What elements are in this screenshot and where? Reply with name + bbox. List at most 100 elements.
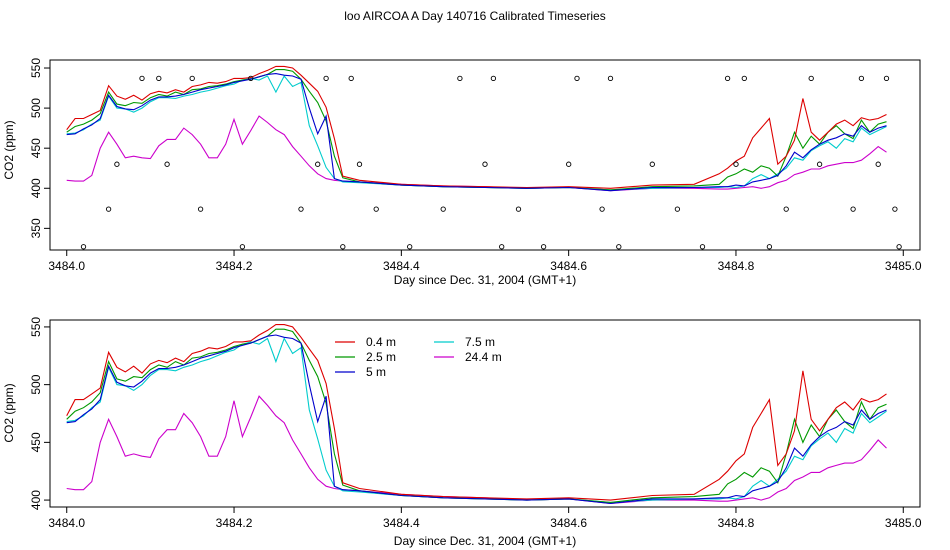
scatter-marker xyxy=(315,161,321,167)
scatter-marker xyxy=(674,206,681,212)
scatter-marker xyxy=(457,75,463,82)
scatter-marker xyxy=(649,161,655,167)
scatter-marker xyxy=(189,75,195,82)
top-y-ticks: 350 400 450 500 550 xyxy=(29,58,50,238)
top-x-tick-label: 3484.8 xyxy=(718,259,755,273)
scatter-marker xyxy=(816,161,823,167)
top-series-line-24-4-m xyxy=(66,115,887,192)
top-x-tick-label: 3484.0 xyxy=(48,259,85,273)
scatter-marker xyxy=(239,244,246,250)
top-series-line-7-5-m xyxy=(66,74,887,191)
top-x-tick-label: 3484.2 xyxy=(216,259,253,273)
scatter-marker xyxy=(156,75,162,82)
chart-title: loo AIRCOA A Day 140716 Calibrated Times… xyxy=(344,9,605,23)
scatter-marker xyxy=(858,75,865,82)
scatter-marker xyxy=(766,244,773,250)
bottom-series-line-24-4-m xyxy=(66,395,887,505)
legend: 0.4 m2.5 m5 m 7.5 m24.4 m xyxy=(335,335,502,379)
scatter-marker xyxy=(783,206,789,212)
scatter-marker xyxy=(248,75,254,82)
top-panel: 3484.0 3484.2 3484.4 3484.6 3484.8 3485.0 350… xyxy=(2,58,922,287)
scatter-marker xyxy=(323,75,329,82)
bottom-x-tick-label: 3484.2 xyxy=(216,516,253,530)
scatter-marker xyxy=(80,244,87,250)
bottom-series-line-0-4-m xyxy=(66,324,887,501)
scatter-marker xyxy=(808,75,814,82)
scatter-marker xyxy=(892,206,898,212)
bottom-x-ticks: 3484.0 3484.2 3484.4 3484.6 3484.8 3485.0 xyxy=(48,507,922,530)
top-scatter-markers xyxy=(80,75,902,250)
scatter-marker xyxy=(440,206,446,212)
bottom-y-tick-label: 400 xyxy=(29,490,43,510)
top-y-tick-label: 550 xyxy=(29,58,43,78)
bottom-series-line-5-m xyxy=(66,334,887,505)
top-y-tick-label: 450 xyxy=(29,138,43,158)
scatter-marker xyxy=(850,206,856,212)
top-y-tick-label: 500 xyxy=(29,98,43,118)
scatter-marker xyxy=(607,75,614,82)
scatter-marker xyxy=(540,244,547,250)
scatter-marker xyxy=(616,244,622,250)
top-series-line-0-4-m xyxy=(66,65,887,189)
scatter-marker xyxy=(373,206,379,212)
bottom-y-ticks: 400 450 500 550 xyxy=(29,317,50,510)
bottom-series-line-7-5-m xyxy=(66,337,887,503)
top-plot-frame xyxy=(49,59,921,251)
scatter-marker xyxy=(733,161,739,167)
scatter-marker xyxy=(896,244,902,250)
scatter-marker xyxy=(298,206,304,212)
scatter-marker xyxy=(197,206,204,212)
bottom-series-line-2-5-m xyxy=(66,328,887,503)
scatter-marker xyxy=(515,206,522,212)
scatter-marker xyxy=(105,206,112,212)
bottom-y-tick-label: 500 xyxy=(29,374,43,394)
scatter-marker xyxy=(114,161,120,167)
scatter-marker xyxy=(499,244,505,250)
scatter-marker xyxy=(699,244,706,250)
scatter-marker xyxy=(348,75,354,82)
legend-label-7-5-m: 7.5 m xyxy=(465,335,495,349)
scatter-marker xyxy=(566,161,572,167)
top-x-tick-label: 3484.4 xyxy=(383,259,420,273)
scatter-marker xyxy=(340,244,346,250)
scatter-marker xyxy=(139,75,145,82)
bottom-y-tick-label: 550 xyxy=(29,317,43,337)
scatter-marker xyxy=(164,161,170,167)
bottom-plot-frame xyxy=(49,319,921,508)
legend-label-2-5-m: 2.5 m xyxy=(366,350,396,364)
top-y-axis-label: CO2 (ppm) xyxy=(2,120,16,179)
bottom-x-axis-label: Day since Dec. 31, 2004 (GMT+1) xyxy=(394,534,576,548)
top-series-line-5-m xyxy=(66,73,887,192)
bottom-series-lines xyxy=(66,324,887,505)
legend-label-0-4-m: 0.4 m xyxy=(366,335,396,349)
bottom-x-tick-label: 3484.0 xyxy=(48,516,85,530)
scatter-marker xyxy=(875,161,881,167)
scatter-marker xyxy=(599,206,605,212)
legend-label-24-4-m: 24.4 m xyxy=(465,350,502,364)
top-x-axis-label: Day since Dec. 31, 2004 (GMT+1) xyxy=(394,273,576,287)
top-y-tick-label: 400 xyxy=(29,178,43,198)
scatter-marker xyxy=(407,244,413,250)
bottom-panel: 3484.0 3484.2 3484.4 3484.6 3484.8 3485.0 400… xyxy=(2,317,922,548)
scatter-marker xyxy=(574,75,580,82)
scatter-marker xyxy=(724,75,731,82)
top-x-tick-label: 3484.6 xyxy=(550,259,587,273)
top-y-tick-label: 350 xyxy=(29,218,43,238)
scatter-marker xyxy=(482,161,488,167)
bottom-x-tick-label: 3484.6 xyxy=(550,516,587,530)
bottom-x-tick-label: 3485.0 xyxy=(885,516,922,530)
legend-label-5-m: 5 m xyxy=(366,365,386,379)
bottom-y-axis-label: CO2 (ppm) xyxy=(2,383,16,442)
top-series-line-2-5-m xyxy=(66,69,887,191)
bottom-x-tick-label: 3484.4 xyxy=(383,516,420,530)
scatter-marker xyxy=(490,75,497,82)
bottom-y-tick-label: 450 xyxy=(29,432,43,452)
top-series-lines xyxy=(66,65,887,192)
top-x-ticks: 3484.0 3484.2 3484.4 3484.6 3484.8 3485.0 xyxy=(48,250,922,273)
scatter-marker xyxy=(883,75,890,82)
bottom-x-tick-label: 3484.8 xyxy=(718,516,755,530)
top-x-tick-label: 3485.0 xyxy=(885,259,922,273)
scatter-marker xyxy=(356,161,363,167)
scatter-marker xyxy=(741,75,747,82)
